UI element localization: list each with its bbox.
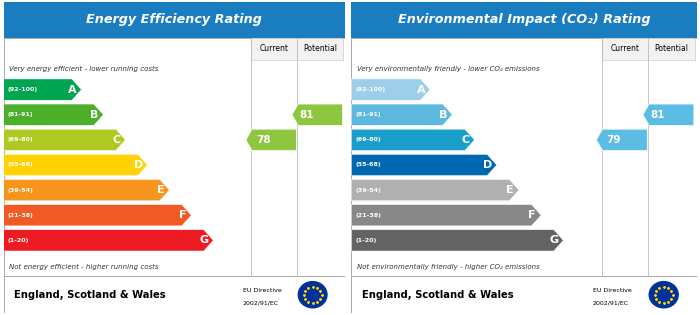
- Text: (39-54): (39-54): [8, 188, 34, 192]
- Polygon shape: [596, 129, 648, 151]
- FancyBboxPatch shape: [4, 2, 345, 38]
- Circle shape: [649, 282, 678, 308]
- Polygon shape: [351, 180, 519, 201]
- Text: England, Scotland & Wales: England, Scotland & Wales: [14, 290, 165, 300]
- Polygon shape: [4, 230, 214, 251]
- Polygon shape: [292, 104, 342, 125]
- Polygon shape: [4, 204, 191, 226]
- FancyBboxPatch shape: [251, 38, 344, 60]
- Text: C: C: [113, 135, 120, 145]
- FancyBboxPatch shape: [4, 276, 345, 313]
- Text: (81-91): (81-91): [356, 112, 382, 117]
- FancyBboxPatch shape: [601, 38, 695, 60]
- Text: Very energy efficient - lower running costs: Very energy efficient - lower running co…: [8, 66, 158, 72]
- Text: (1-20): (1-20): [356, 238, 377, 243]
- Polygon shape: [351, 129, 475, 151]
- Text: 81: 81: [300, 110, 314, 120]
- Text: E: E: [506, 185, 514, 195]
- Text: EU Directive: EU Directive: [243, 288, 281, 293]
- Text: 79: 79: [606, 135, 621, 145]
- Polygon shape: [4, 180, 169, 201]
- FancyBboxPatch shape: [351, 38, 696, 276]
- Text: (81-91): (81-91): [8, 112, 33, 117]
- Text: 78: 78: [256, 135, 270, 145]
- Text: C: C: [461, 135, 470, 145]
- FancyBboxPatch shape: [351, 276, 696, 313]
- Circle shape: [298, 282, 327, 308]
- Polygon shape: [351, 154, 497, 176]
- Polygon shape: [351, 79, 430, 100]
- Text: (92-100): (92-100): [8, 87, 38, 92]
- Text: (39-54): (39-54): [356, 188, 382, 192]
- Text: 2002/91/EC: 2002/91/EC: [243, 301, 279, 306]
- Text: (21-38): (21-38): [356, 213, 382, 218]
- Text: G: G: [200, 235, 209, 245]
- Text: F: F: [178, 210, 186, 220]
- Text: 81: 81: [651, 110, 665, 120]
- Text: 2002/91/EC: 2002/91/EC: [593, 301, 629, 306]
- Polygon shape: [4, 129, 125, 151]
- Text: Potential: Potential: [654, 44, 689, 54]
- Text: A: A: [417, 85, 426, 94]
- Polygon shape: [351, 104, 452, 125]
- Text: (55-68): (55-68): [356, 163, 382, 168]
- Text: B: B: [439, 110, 447, 120]
- Text: (21-38): (21-38): [8, 213, 34, 218]
- Text: G: G: [550, 235, 559, 245]
- Polygon shape: [351, 230, 564, 251]
- Text: (69-80): (69-80): [8, 137, 33, 142]
- Text: Current: Current: [260, 44, 288, 54]
- Text: (1-20): (1-20): [8, 238, 29, 243]
- Text: Very environmentally friendly - lower CO₂ emissions: Very environmentally friendly - lower CO…: [356, 66, 539, 72]
- Text: D: D: [134, 160, 143, 170]
- Polygon shape: [4, 154, 148, 176]
- Text: England, Scotland & Wales: England, Scotland & Wales: [362, 290, 513, 300]
- Polygon shape: [246, 129, 296, 151]
- Text: Current: Current: [610, 44, 639, 54]
- Text: (69-80): (69-80): [356, 137, 382, 142]
- FancyBboxPatch shape: [351, 2, 696, 38]
- Text: E: E: [157, 185, 164, 195]
- Text: Energy Efficiency Rating: Energy Efficiency Rating: [86, 14, 262, 26]
- Text: D: D: [483, 160, 492, 170]
- Polygon shape: [643, 104, 694, 125]
- Text: Not environmentally friendly - higher CO₂ emissions: Not environmentally friendly - higher CO…: [356, 264, 539, 270]
- Polygon shape: [351, 204, 541, 226]
- Text: B: B: [90, 110, 99, 120]
- Text: F: F: [528, 210, 536, 220]
- Polygon shape: [4, 79, 81, 100]
- Text: (55-68): (55-68): [8, 163, 33, 168]
- Text: Not energy efficient - higher running costs: Not energy efficient - higher running co…: [8, 264, 158, 270]
- Text: (92-100): (92-100): [356, 87, 386, 92]
- Text: A: A: [69, 85, 77, 94]
- Text: Environmental Impact (CO₂) Rating: Environmental Impact (CO₂) Rating: [398, 14, 650, 26]
- Text: EU Directive: EU Directive: [593, 288, 631, 293]
- Polygon shape: [4, 104, 104, 125]
- FancyBboxPatch shape: [4, 38, 345, 276]
- Text: Potential: Potential: [303, 44, 337, 54]
